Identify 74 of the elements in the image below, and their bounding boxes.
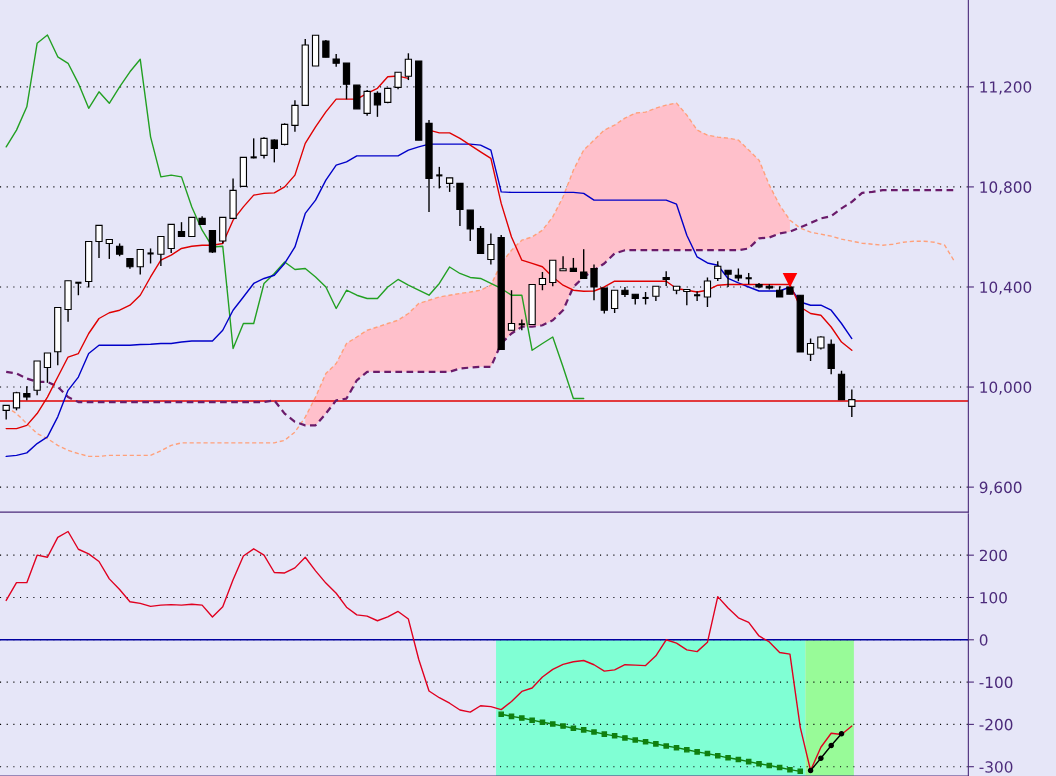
- y-tick-label: -100: [979, 676, 1013, 689]
- point: [807, 767, 814, 774]
- candlestick: [157, 235, 165, 267]
- point: [622, 735, 628, 741]
- point: [818, 755, 824, 762]
- candlestick: [693, 290, 702, 302]
- candlestick: [714, 260, 722, 282]
- y-tick-label: -300: [979, 761, 1013, 773]
- candlestick: [291, 99, 299, 133]
- candlestick: [806, 337, 815, 362]
- point: [549, 721, 556, 727]
- point: [787, 766, 793, 773]
- y-tick-label: 10,000: [980, 381, 1032, 395]
- candlestick: [538, 271, 547, 291]
- candlestick: [105, 238, 113, 260]
- candlestick: [466, 209, 474, 242]
- candlestick: [662, 270, 670, 287]
- point: [694, 749, 700, 755]
- point: [539, 719, 546, 726]
- point: [580, 727, 587, 733]
- point: [684, 746, 690, 753]
- candlestick: [2, 404, 10, 421]
- candlestick: [95, 224, 103, 259]
- candlestick: [517, 318, 526, 331]
- candlestick: [590, 263, 598, 301]
- point: [519, 715, 525, 721]
- candlestick: [188, 216, 196, 237]
- point: [529, 717, 535, 723]
- y-tick-label: 100: [980, 591, 1007, 604]
- point: [601, 731, 608, 737]
- y-tick-label: -200: [979, 718, 1013, 731]
- y-tick-label: 200: [979, 549, 1007, 562]
- point: [828, 742, 834, 749]
- point: [663, 743, 669, 749]
- candlestick: [136, 248, 144, 276]
- y-tick-label: 10,800: [980, 181, 1032, 195]
- point: [642, 738, 649, 745]
- point: [560, 723, 566, 729]
- candlestick: [363, 89, 371, 117]
- point: [498, 711, 504, 718]
- y-tick-label: 9,600: [979, 481, 1022, 495]
- candlestick: [373, 90, 382, 118]
- point: [611, 733, 618, 739]
- candlestick: [353, 84, 361, 110]
- line-series: [5, 143, 853, 458]
- candlestick: [208, 229, 217, 254]
- point: [714, 752, 721, 759]
- point: [632, 737, 639, 743]
- point: [591, 729, 597, 735]
- candlestick: [270, 138, 278, 164]
- candlestick: [404, 52, 413, 81]
- point: [725, 755, 731, 761]
- candlestick: [559, 255, 567, 272]
- candlestick: [219, 216, 227, 245]
- candlestick: [43, 352, 52, 384]
- candlestick: [580, 248, 588, 280]
- y-tick-label: 0: [979, 634, 988, 646]
- candlestick: [487, 232, 495, 266]
- candlestick: [342, 62, 351, 101]
- line-series: [5, 34, 585, 400]
- candlestick: [848, 388, 856, 418]
- point: [653, 741, 659, 747]
- candlestick: [549, 259, 557, 287]
- candlestick: [249, 137, 258, 160]
- y-tick-label: 10,400: [980, 281, 1032, 295]
- candlestick: [260, 136, 268, 160]
- point: [838, 730, 845, 737]
- candlestick: [507, 289, 516, 331]
- y-tick-label: 11,200: [980, 81, 1032, 95]
- point: [756, 760, 762, 767]
- candlestick: [703, 276, 712, 308]
- point: [570, 725, 577, 731]
- point: [797, 768, 804, 775]
- candlestick: [610, 289, 619, 314]
